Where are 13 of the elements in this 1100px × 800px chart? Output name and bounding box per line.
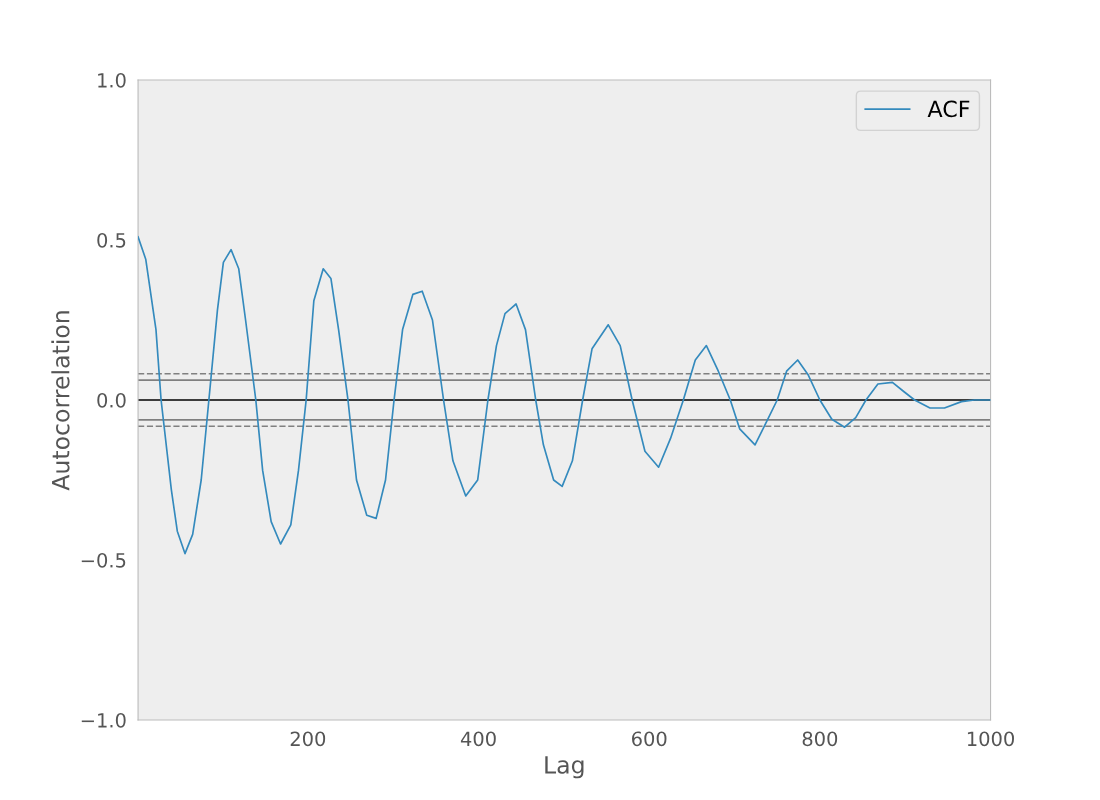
legend-label: ACF [927, 100, 970, 118]
x-tick-label: 600 [632, 731, 667, 747]
x-tick-label: 800 [802, 731, 838, 747]
y-tick-label: −0.5 [81, 552, 126, 568]
x-tick-label: 400 [460, 731, 496, 747]
x-tick-label: 1000 [967, 731, 1014, 747]
y-tick-label: 1.0 [98, 72, 126, 88]
y-tick-label: 0.5 [97, 232, 126, 248]
x-axis-title: Lag [545, 756, 584, 779]
y-tick-label: −1.0 [81, 712, 126, 728]
x-tick-label: 200 [290, 731, 326, 747]
y-tick-label: 0.0 [97, 392, 126, 408]
y-axis-title: Autocorrelation [51, 311, 70, 491]
